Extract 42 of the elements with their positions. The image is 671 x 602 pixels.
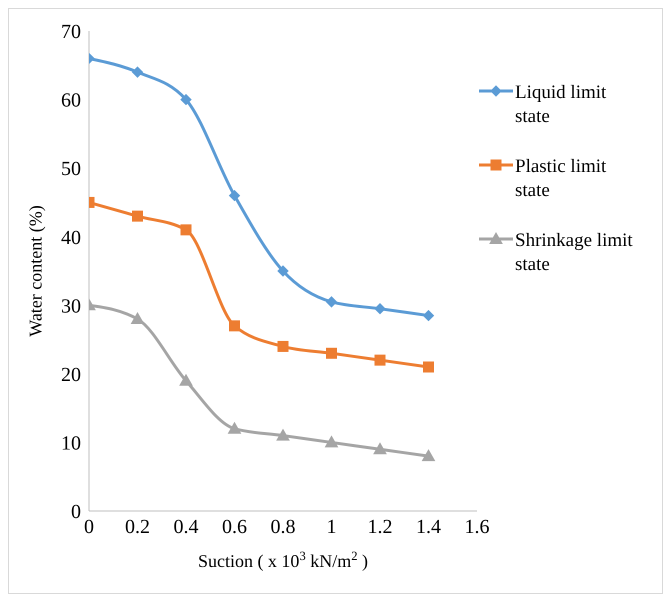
point [326,348,337,359]
point [278,266,288,276]
point [326,296,337,308]
x-tick-label: 0.6 [222,516,247,538]
x-tick-label: 0.8 [270,516,296,538]
legend-label: Liquid limit state [515,81,608,129]
point [228,422,241,434]
point [423,362,434,372]
point [374,354,386,366]
y-tick-label: 70 [61,21,81,44]
point [325,436,338,448]
point [374,442,386,454]
point [180,94,192,106]
point [132,66,143,78]
point [132,210,143,222]
point [180,224,192,236]
point [131,312,144,324]
point [278,340,288,352]
x-tick-label: 0.4 [174,516,198,538]
x-tick-label: 1.4 [416,516,441,538]
legend-label: Shrinkage limit state [515,229,634,277]
point [422,450,435,462]
y-tick-label: 40 [61,226,81,249]
legend-label: Plastic limit state [515,155,608,203]
point [180,374,192,386]
y-tick-label: 60 [61,90,81,112]
x-tick-label: 1 [326,516,336,538]
x-axis-title: Suction ( x 10$^{3}$ kN/m$^{2}$ ) [198,549,368,571]
point [229,190,240,202]
x-tick-label: 1.2 [368,516,392,538]
point [423,310,434,322]
y-tick-label: 20 [61,364,81,386]
point [229,320,240,332]
y-axis-title: Water content (%) [25,205,46,337]
x-tick-label: 1.6 [464,516,490,538]
y-tick-label: 50 [61,158,81,180]
y-tick-label: 10 [61,432,81,455]
y-tick-label: 0 [71,501,81,524]
x-tick-label: 0.2 [125,516,150,538]
point [276,429,290,441]
y-tick-label: 30 [61,295,81,318]
point [374,303,386,314]
